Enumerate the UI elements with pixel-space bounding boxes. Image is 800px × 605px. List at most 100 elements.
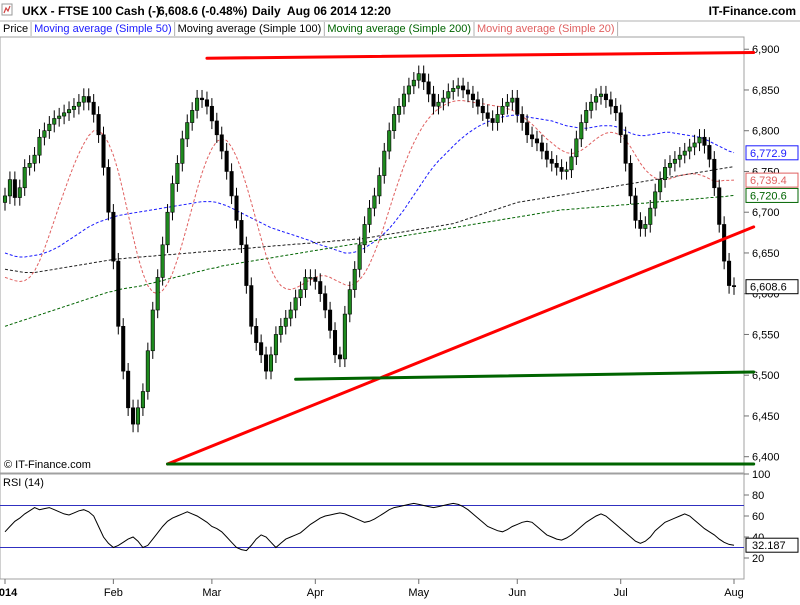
candle-body: [731, 285, 737, 288]
candle-body: [362, 224, 367, 246]
candle-body: [200, 97, 205, 101]
candle-body: [337, 354, 342, 360]
rsi-tick-label: 80: [752, 490, 764, 502]
candle-body: [579, 122, 584, 140]
x-tick-label-0: 2014: [0, 587, 18, 599]
candle-body: [101, 134, 106, 168]
rsi-panel: [0, 473, 745, 580]
candle-body: [663, 167, 668, 180]
candle-body: [470, 93, 475, 101]
rsi-tick-label: 100: [752, 469, 770, 481]
last-price-change: 6,608.6 (-0.48%): [158, 4, 247, 18]
candle-body: [318, 281, 323, 295]
rsi-indicator: 2040608010032.187: [0, 469, 799, 565]
candle-body: [170, 183, 175, 213]
candle-body: [475, 99, 480, 107]
candlesticks: [2, 65, 737, 433]
candle-body: [702, 136, 707, 146]
candle-body: [86, 96, 91, 103]
candle-body: [520, 114, 525, 123]
candle-body: [712, 158, 717, 189]
candle-body: [96, 114, 101, 136]
candle-body: [37, 136, 42, 156]
candle-body: [456, 85, 461, 89]
header-logo-icon: [1, 3, 13, 16]
x-tick-label-5: Jun: [508, 587, 526, 599]
candle-body: [406, 85, 411, 95]
candle-body: [111, 211, 116, 262]
price-badge-0: 6,772.9: [750, 148, 787, 160]
candle-body: [106, 167, 111, 213]
ma-line-3: [4, 100, 735, 295]
candle-body: [288, 309, 293, 319]
price-badge-1: 6,739.4: [750, 175, 787, 187]
candle-body: [638, 220, 643, 229]
candle-body: [633, 195, 638, 221]
price-panel: [0, 36, 745, 474]
candle-body: [342, 313, 347, 360]
candle-body: [357, 244, 362, 270]
candle-body: [421, 73, 426, 83]
candle-body: [116, 260, 121, 327]
rsi-tick-label: 60: [752, 511, 764, 523]
candle-body: [224, 150, 229, 172]
candle-body: [653, 191, 658, 209]
candle-body: [544, 150, 549, 160]
legend-item-2: Moving average (Simple 100): [178, 23, 322, 35]
y-tick-label: 6,650: [752, 248, 780, 260]
candle-body: [121, 326, 126, 372]
candle-body: [416, 73, 421, 81]
candle-body: [377, 175, 382, 197]
price-badge-2: 6,720.6: [750, 190, 787, 202]
candle-body: [500, 105, 505, 115]
candle-body: [387, 130, 392, 152]
candle-body: [594, 96, 599, 103]
candle-body: [436, 101, 441, 107]
candle-body: [283, 317, 288, 327]
candle-body: [268, 354, 274, 372]
candle-body: [135, 407, 141, 425]
resistance-line: [205, 50, 756, 60]
candle-body: [426, 81, 431, 95]
candle-body: [613, 105, 618, 114]
candle-body: [185, 122, 190, 140]
candle-body: [204, 99, 209, 107]
candle-body: [76, 101, 81, 107]
legend-item-3: Moving average (Simple 200): [327, 23, 471, 35]
y-tick-label: 6,900: [752, 44, 780, 56]
candle-body: [332, 330, 338, 356]
candle-body: [352, 268, 357, 290]
candle-body: [313, 277, 318, 282]
y-tick-label: 6,550: [752, 329, 780, 341]
legend: Price Moving average (Simple 50) Moving av…: [3, 22, 619, 36]
candle-body: [707, 145, 712, 160]
legend-item-0: Price: [3, 23, 28, 35]
candle-body: [658, 179, 663, 193]
candle-body: [293, 297, 298, 311]
rising-trendline-line: [166, 225, 756, 466]
candle-body: [677, 154, 682, 160]
candle-body: [505, 101, 510, 107]
candle-body: [411, 79, 416, 87]
candle-body: [397, 105, 402, 115]
rsi-tick-label: 20: [752, 553, 764, 565]
price-badge-3: 6,608.6: [750, 282, 787, 294]
candle-body: [32, 154, 37, 164]
candle-body: [525, 122, 530, 136]
header-bar: [0, 0, 800, 21]
candle-body: [564, 169, 569, 172]
x-tick-label-3: Apr: [307, 587, 324, 599]
candle-body: [603, 93, 608, 101]
candle-body: [52, 118, 57, 125]
candle-body: [510, 97, 515, 103]
candle-body: [214, 120, 219, 136]
candle-body: [145, 350, 150, 392]
candle-body: [219, 134, 224, 152]
candle-body: [628, 163, 633, 197]
candle-body: [328, 309, 333, 331]
candle-body: [461, 85, 466, 91]
candle-body: [382, 150, 387, 176]
candle-body: [308, 277, 313, 279]
candle-body: [648, 207, 653, 225]
candle-body: [190, 110, 195, 123]
